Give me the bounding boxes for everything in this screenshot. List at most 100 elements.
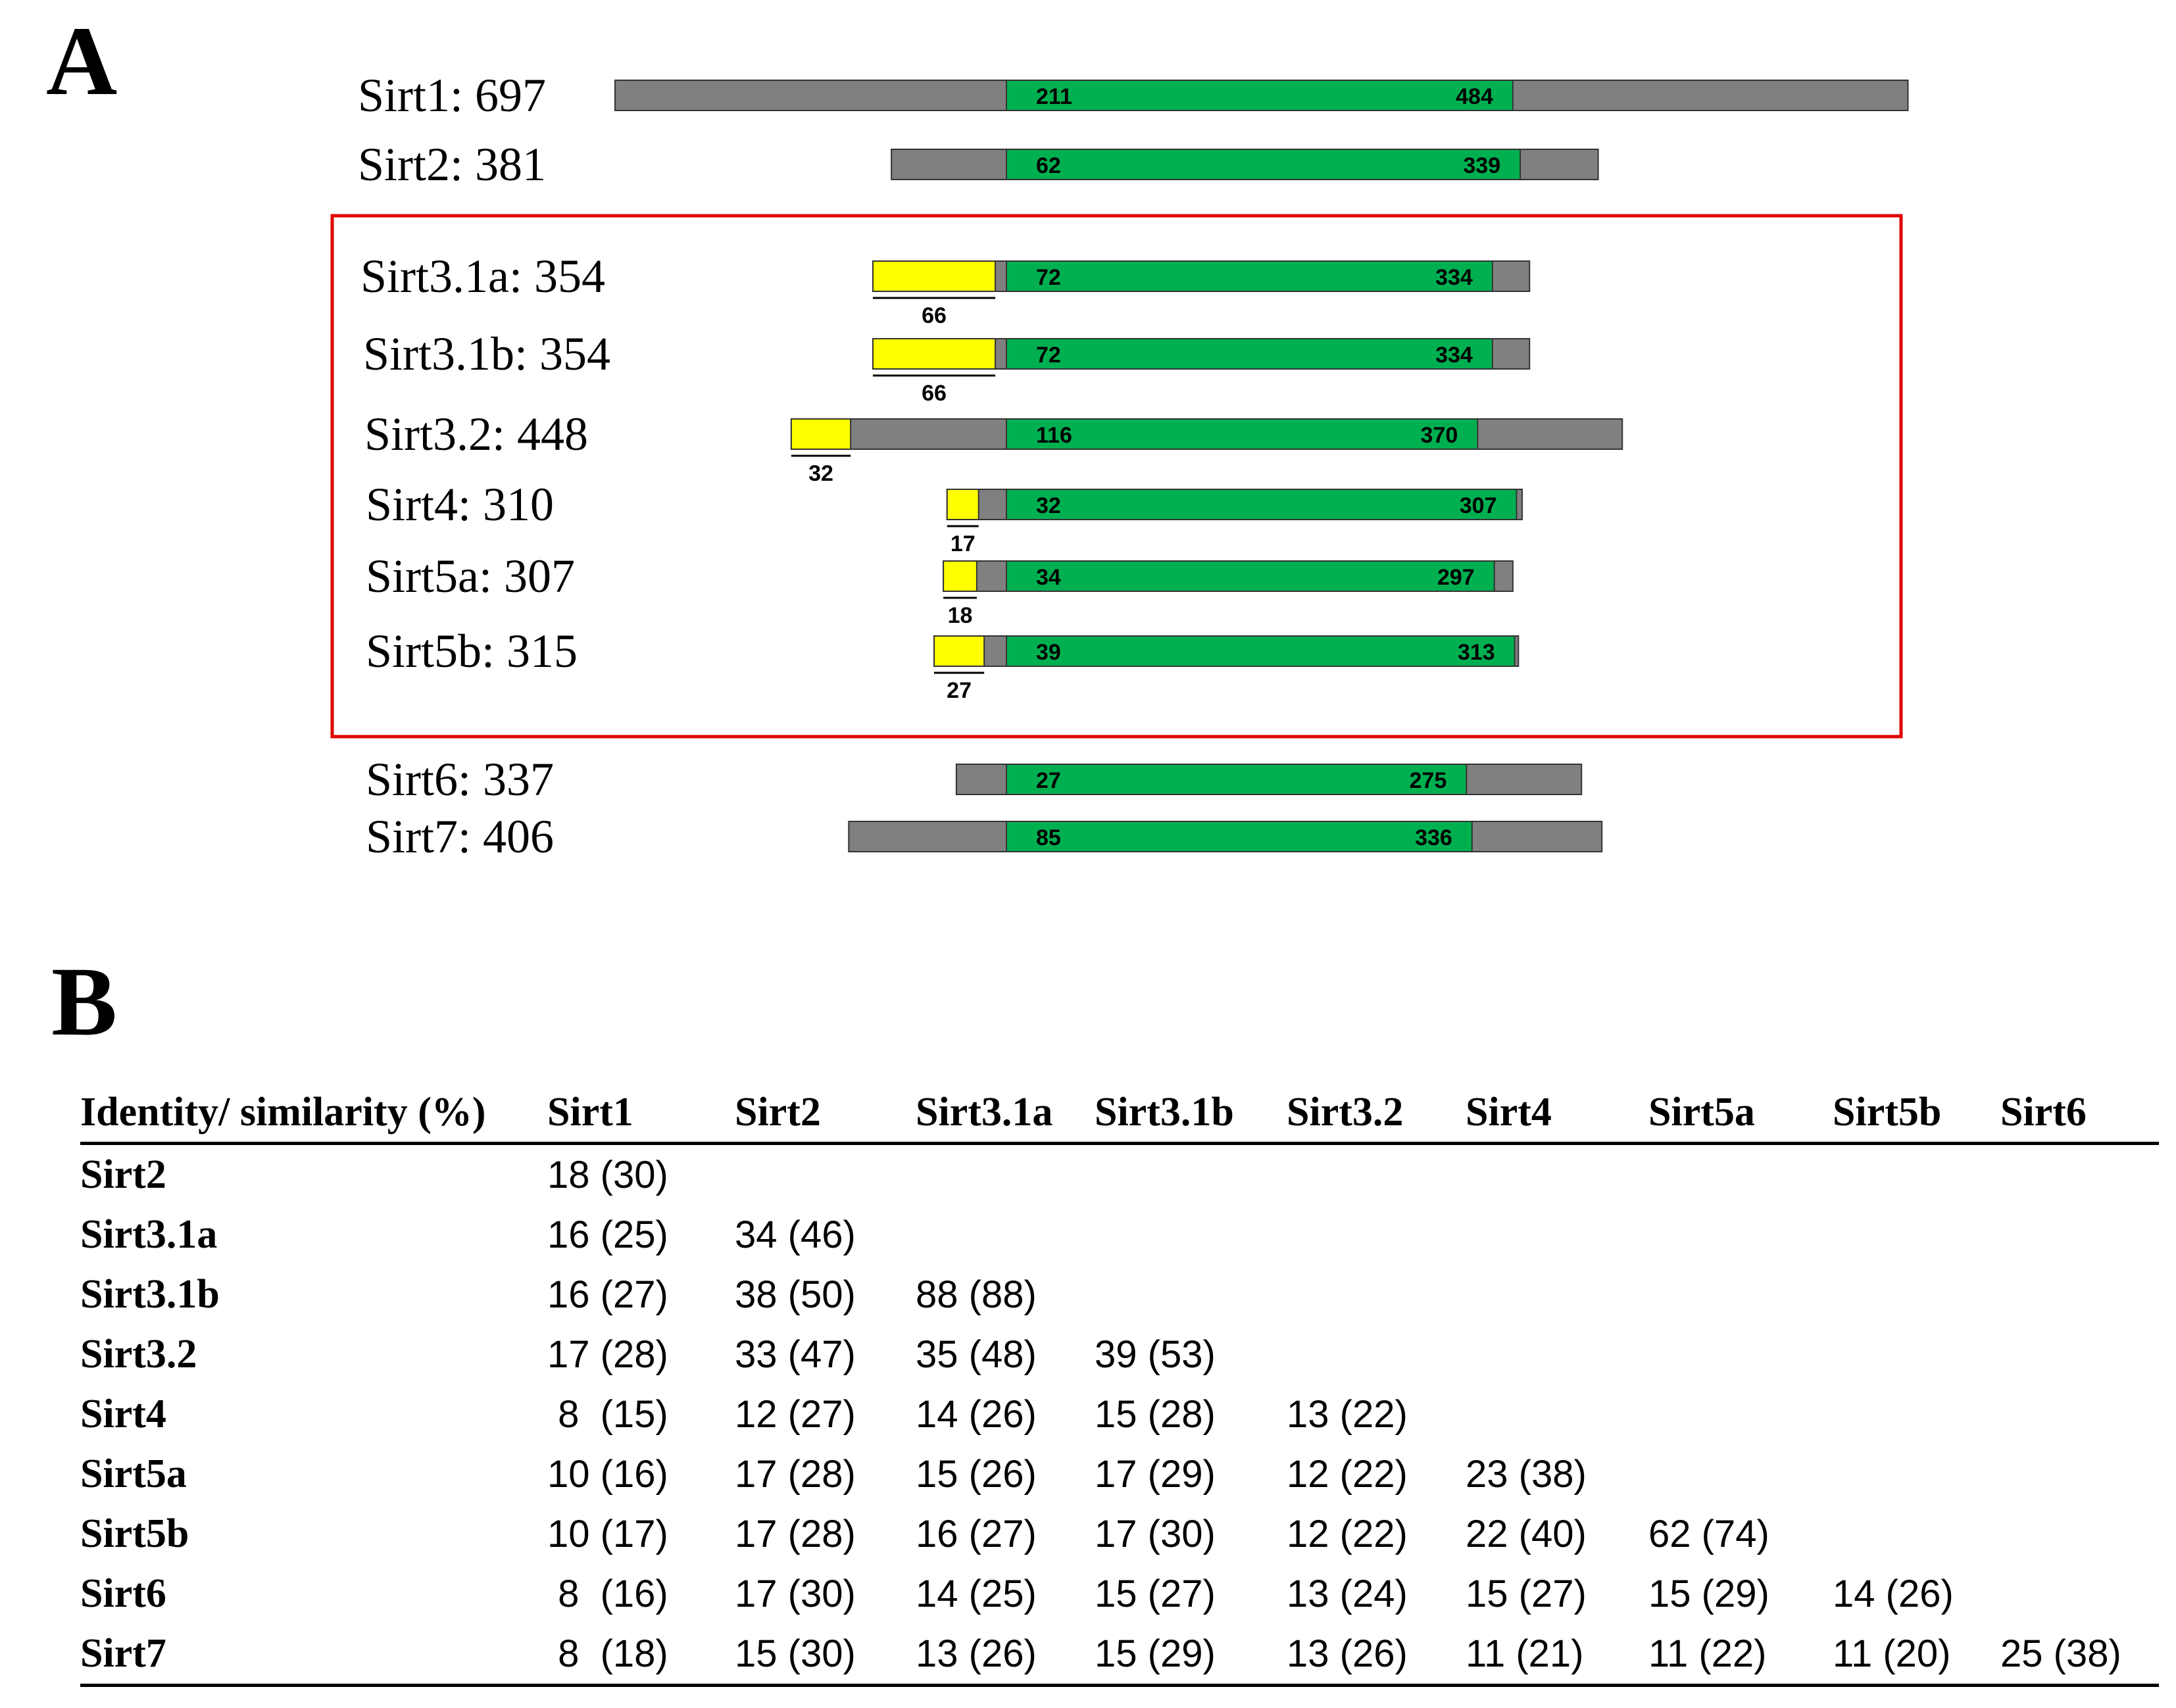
table-cell	[1287, 1144, 1466, 1206]
table-cell	[916, 1144, 1095, 1206]
core-domain-segment	[1006, 260, 1493, 292]
table-cell	[1095, 1205, 1287, 1265]
core-end-label: 313	[1458, 640, 1495, 665]
core-end-label: 334	[1435, 343, 1473, 368]
core-domain-segment	[1006, 635, 1516, 667]
core-domain-segment	[1006, 560, 1495, 592]
table-cell	[1833, 1384, 2000, 1444]
table-cell: 13 (26)	[916, 1624, 1095, 1687]
table-cell	[2000, 1504, 2159, 1564]
signal-length-label: 18	[948, 603, 973, 628]
protein-label: Sirt7: 406	[366, 810, 554, 863]
protein-label: Sirt3.1a: 354	[360, 250, 605, 303]
core-domain-segment	[1006, 149, 1521, 180]
table-row: Sirt5a 10 (16) 17 (28) 15 (26) 17 (29) 12 (22…	[80, 1444, 2159, 1504]
core-start-label: 62	[1036, 153, 1061, 178]
table-cell: 18 (30)	[547, 1154, 668, 1196]
table-cell	[1648, 1265, 1833, 1325]
core-end-label: 307	[1460, 493, 1497, 518]
table-cell: 8 (18)	[547, 1624, 735, 1687]
table-cell: 17 (28)	[735, 1453, 856, 1496]
panel-b-letter: B	[51, 947, 118, 1056]
table-cell: 15 (27)	[1466, 1573, 1587, 1615]
table-cell	[735, 1144, 916, 1206]
table-body: Sirt2 18 (30) Sirt3.1a 16 (25) 34 (46) Sirt3.…	[80, 1144, 2159, 1687]
table-cell: 16 (25)	[547, 1213, 668, 1256]
core-start-label: 27	[1036, 768, 1061, 793]
table-cell	[1466, 1265, 1648, 1325]
column-header: Sirt3.1a	[916, 1085, 1095, 1145]
core-domain-segment	[1006, 338, 1493, 370]
table-cell: 14 (25)	[916, 1573, 1037, 1615]
signal-peptide-segment	[872, 338, 997, 370]
core-domain-segment	[1006, 764, 1468, 795]
table-cell	[2000, 1564, 2159, 1624]
table-cell: 17 (28)	[735, 1513, 856, 1555]
table-cell	[1287, 1325, 1466, 1384]
table-cell: 38 (50)	[735, 1273, 856, 1316]
table-row: Sirt4 8 (15) 12 (27) 14 (26) 15 (28) 13 (22)	[80, 1384, 2159, 1444]
table-cell: 88 (88)	[916, 1273, 1037, 1316]
table-cell: 15 (28)	[1095, 1393, 1216, 1436]
table-cell	[1287, 1265, 1466, 1325]
signal-length-label: 66	[922, 303, 947, 328]
table-row: Sirt5b 10 (17) 17 (28) 16 (27) 17 (30) 12 (22…	[80, 1504, 2159, 1564]
table-cell	[1095, 1144, 1287, 1206]
table-cell: 15 (27)	[1095, 1573, 1216, 1615]
core-start-label: 72	[1036, 343, 1061, 368]
table-cell	[1466, 1205, 1648, 1265]
domain-diagram: Sirt1: 697 211 484 Sirt2: 381 62 339 Sirt3.1a:…	[330, 69, 1909, 863]
table-row: Sirt3.1b 16 (27) 38 (50) 88 (88)	[80, 1265, 2159, 1325]
table-cell: 16 (27)	[547, 1273, 668, 1316]
core-end-label: 275	[1410, 768, 1447, 793]
signal-length-label: 17	[951, 531, 976, 556]
table-cell	[2000, 1144, 2159, 1206]
core-start-label: 116	[1036, 423, 1072, 448]
core-end-label: 336	[1415, 825, 1452, 850]
table-cell	[1648, 1144, 1833, 1206]
protein-label: Sirt3.1b: 354	[363, 328, 610, 380]
table-cell: 11 (20)	[1833, 1624, 2000, 1687]
protein-label: Sirt1: 697	[358, 69, 546, 122]
signal-peptide-segment	[943, 560, 977, 592]
signal-peptide-segment	[872, 260, 997, 292]
row-header: Sirt7	[80, 1624, 547, 1687]
table-cell: 25 (38)	[2000, 1624, 2159, 1687]
table-cell: 10 (16)	[547, 1453, 668, 1496]
table-cell: 12 (22)	[1287, 1453, 1408, 1496]
row-header: Sirt6	[80, 1571, 166, 1616]
table-cell: 17 (30)	[735, 1573, 856, 1615]
table-cell: 17 (29)	[1095, 1453, 1216, 1496]
column-header: Sirt5a	[1648, 1085, 1833, 1145]
table-cell: 13 (26)	[1287, 1624, 1466, 1687]
table-cell: 11 (21)	[1466, 1624, 1648, 1687]
protein-label: Sirt5a: 307	[366, 550, 575, 602]
core-start-label: 32	[1036, 493, 1061, 518]
table-cell	[1833, 1504, 2000, 1564]
table-cell: 22 (40)	[1466, 1513, 1587, 1555]
core-start-label: 34	[1036, 565, 1061, 590]
table-cell: 15 (29)	[1095, 1624, 1287, 1687]
table-cell: 17 (30)	[1095, 1513, 1216, 1555]
corner-header: Identity/ similarity (%)	[80, 1085, 547, 1145]
column-header: Sirt1	[547, 1085, 735, 1145]
table-cell	[1833, 1265, 2000, 1325]
table-cell: 23 (38)	[1466, 1453, 1587, 1496]
table-row: Sirt6 8 (16) 17 (30) 14 (25) 15 (27) 13 (24)…	[80, 1564, 2159, 1624]
table-cell	[1095, 1265, 1287, 1325]
column-header: Sirt2	[735, 1085, 916, 1145]
row-header: Sirt2	[80, 1152, 166, 1197]
column-header: Sirt6	[2000, 1085, 2159, 1145]
core-start-label: 39	[1036, 640, 1061, 665]
table-cell: 13 (22)	[1287, 1393, 1408, 1436]
core-end-label: 370	[1421, 423, 1458, 448]
core-domain-segment	[1006, 80, 1514, 111]
mitochondrial-group-box	[330, 214, 1903, 739]
table-cell	[2000, 1265, 2159, 1325]
identity-similarity-table: Identity/ similarity (%) Sirt1 Sirt2 Sirt3…	[80, 1085, 2159, 1687]
table-row: Sirt7 8 (18) 15 (30) 13 (26) 15 (29) 13 (26)…	[80, 1624, 2159, 1687]
row-header: Sirt4	[80, 1392, 166, 1436]
signal-length-label: 27	[947, 678, 972, 703]
table-header-row: Identity/ similarity (%) Sirt1 Sirt2 Sirt3…	[80, 1085, 2159, 1145]
table-cell	[1648, 1444, 1833, 1504]
